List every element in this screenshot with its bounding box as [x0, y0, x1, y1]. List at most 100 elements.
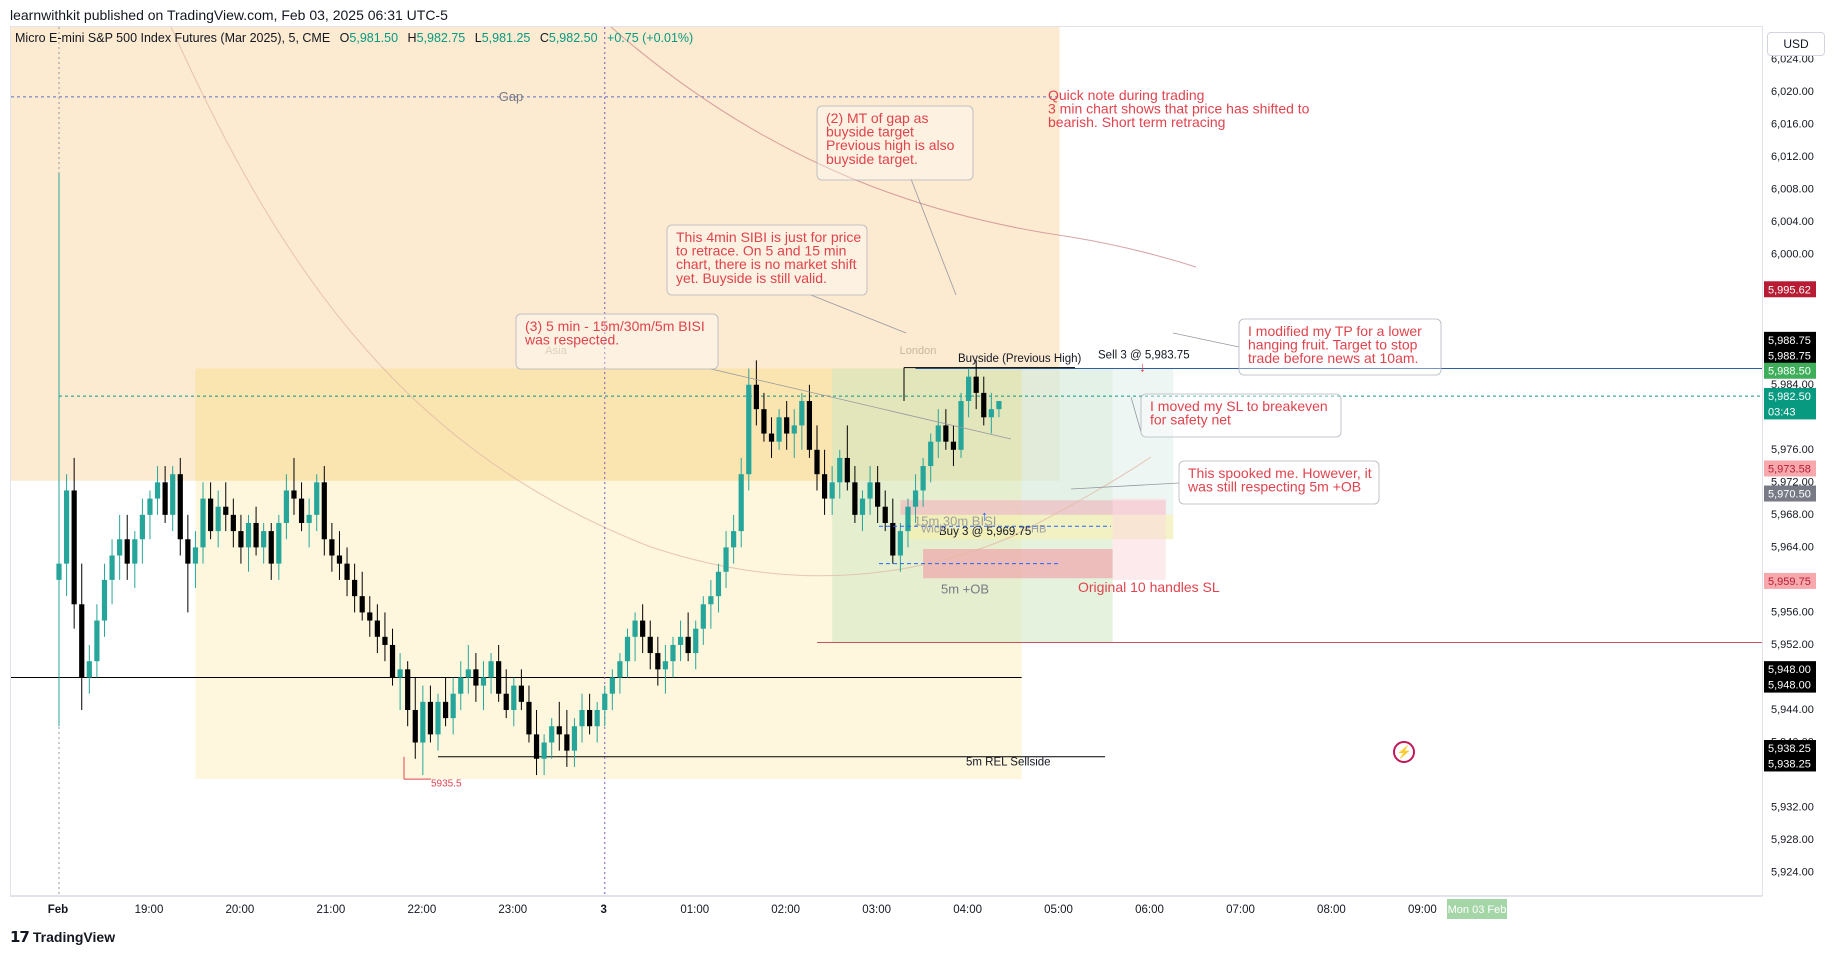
candle-body	[427, 701, 434, 735]
close-value: 5,982.50	[548, 31, 598, 45]
price-axis[interactable]: 6,024.00 6,020.00 6,016.00 6,012.00 6,008.00…	[1762, 26, 1835, 896]
note-leader-line	[710, 368, 1012, 440]
alert-icon[interactable]: ⚡	[1393, 741, 1415, 763]
candle-body	[230, 514, 236, 532]
note-mt-line: buyside target.	[826, 151, 918, 167]
candle-body	[905, 506, 911, 532]
candle-body	[238, 531, 244, 548]
candle-body	[253, 522, 259, 548]
candle-body	[291, 490, 297, 499]
candle-body	[518, 685, 524, 702]
candle-body	[382, 636, 388, 645]
candle-body	[624, 636, 631, 662]
candle-body	[708, 596, 714, 605]
candle-body	[321, 482, 327, 540]
candle-body	[63, 490, 70, 564]
candle-body	[170, 474, 176, 515]
note-mt-line: Previous high is also	[826, 137, 955, 153]
currency-button[interactable]: USD	[1767, 32, 1825, 56]
candle-body	[511, 685, 517, 710]
candle-body	[882, 506, 888, 523]
price-axis-ticks: 6,024.00 6,020.00 6,016.00 6,012.00 6,008.00…	[1764, 54, 1816, 879]
candle-body	[806, 401, 813, 450]
price-label-text: 5,970.50	[1768, 489, 1811, 501]
candle-body	[950, 441, 957, 450]
note-spooked-line: This spooked me. However, it	[1188, 465, 1372, 481]
time-tick-label: 09:00	[1408, 904, 1437, 916]
candle-body	[435, 701, 441, 735]
candle-body	[655, 653, 661, 670]
note-leader-line	[1172, 332, 1240, 348]
candle-body	[647, 636, 653, 654]
candle-body	[587, 709, 593, 727]
note-bisi-box	[515, 313, 719, 370]
candle-body	[738, 474, 744, 532]
note-sibi-line: chart, there is no market shift	[676, 256, 857, 272]
price-label-text: 5,982.50	[1768, 391, 1811, 403]
low-value: 5,981.25	[481, 31, 531, 45]
price-label-badge	[1764, 460, 1816, 477]
price-label-text: 5,948.00	[1768, 680, 1811, 692]
ob-label: 5m +OB	[941, 582, 989, 597]
session-zones	[11, 27, 1174, 780]
candle-body	[594, 709, 600, 727]
candle-body	[541, 742, 547, 759]
candle-body	[867, 482, 873, 499]
candle-body	[268, 531, 274, 564]
price-tick-label: 5,944.00	[1771, 704, 1814, 716]
note-sibi-box	[666, 224, 868, 296]
candle-body	[799, 401, 805, 426]
candle-body	[662, 661, 668, 670]
price-label-text: 5,988.75	[1768, 350, 1811, 362]
chart-plot-area[interactable]: Gap Asia London Buyside (Previous High) Sell…	[10, 26, 1762, 896]
price-label-badge	[1764, 281, 1816, 298]
chart-annotations: Gap Asia London Buyside (Previous High) Sell…	[403, 89, 1220, 789]
candle-body	[283, 490, 289, 523]
note-mt-box	[816, 105, 974, 181]
candle-body	[177, 474, 183, 540]
gap-label: Gap	[499, 89, 524, 104]
time-tick-label: 21:00	[316, 904, 345, 916]
wick-label: Wick	[921, 524, 945, 536]
price-tick-label: 6,024.00	[1771, 54, 1814, 66]
candle-body	[928, 441, 934, 467]
note-spooked-line: was still respecting 5m +OB	[1187, 479, 1361, 495]
symbol-name: Micro E-mini S&P 500 Index Futures (Mar …	[15, 31, 331, 45]
candle-body	[859, 498, 866, 515]
note-bisi-line: was respected.	[524, 332, 619, 348]
candle-body	[791, 425, 797, 434]
zone-rect	[900, 500, 1166, 515]
time-axis[interactable]: Feb 19:00 20:00 21:00 22:00 23:00 3 01:00 02:00 0…	[10, 896, 1762, 920]
note-sibi-line: This 4min SIBI is just for price	[676, 229, 861, 245]
price-tick-label: 6,008.00	[1771, 184, 1814, 196]
candle-body	[731, 531, 737, 548]
candle-body	[837, 457, 843, 483]
time-tick-label: 08:00	[1317, 904, 1346, 916]
note-leader-line	[1070, 482, 1180, 490]
note-tp-line: hanging fruit. Target to stop	[1248, 337, 1418, 353]
candle-body	[359, 596, 365, 613]
price-tick-label: 5,952.00	[1771, 639, 1814, 651]
candle-body	[192, 547, 199, 564]
candles	[56, 173, 1002, 776]
time-tick-label: 03:00	[862, 904, 891, 916]
candle-body	[768, 433, 775, 442]
moving-average-curve	[610, 27, 1197, 268]
price-label-badge	[1764, 485, 1816, 502]
candlestick-chart[interactable]: Gap Asia London Buyside (Previous High) Sell…	[11, 27, 1762, 896]
moving-average-curve-2	[170, 27, 1152, 577]
candle-body	[996, 401, 1002, 410]
price-tick-label: 6,012.00	[1771, 151, 1814, 163]
price-tick-label: 5,932.00	[1771, 802, 1814, 814]
candle-body	[412, 709, 418, 743]
candle-body	[723, 547, 729, 572]
candle-body	[912, 490, 919, 507]
time-axis-ticks: Feb 19:00 20:00 21:00 22:00 23:00 3 01:00 02:00 0…	[48, 899, 1507, 919]
candle-body	[185, 539, 191, 564]
zone-rect	[923, 549, 1113, 579]
candle-body	[685, 636, 691, 654]
price-label-badge	[1764, 362, 1816, 379]
candle-body	[314, 482, 320, 515]
bisi-label: 15m 30m BISI	[914, 513, 996, 528]
price-label-badge	[1764, 403, 1816, 420]
